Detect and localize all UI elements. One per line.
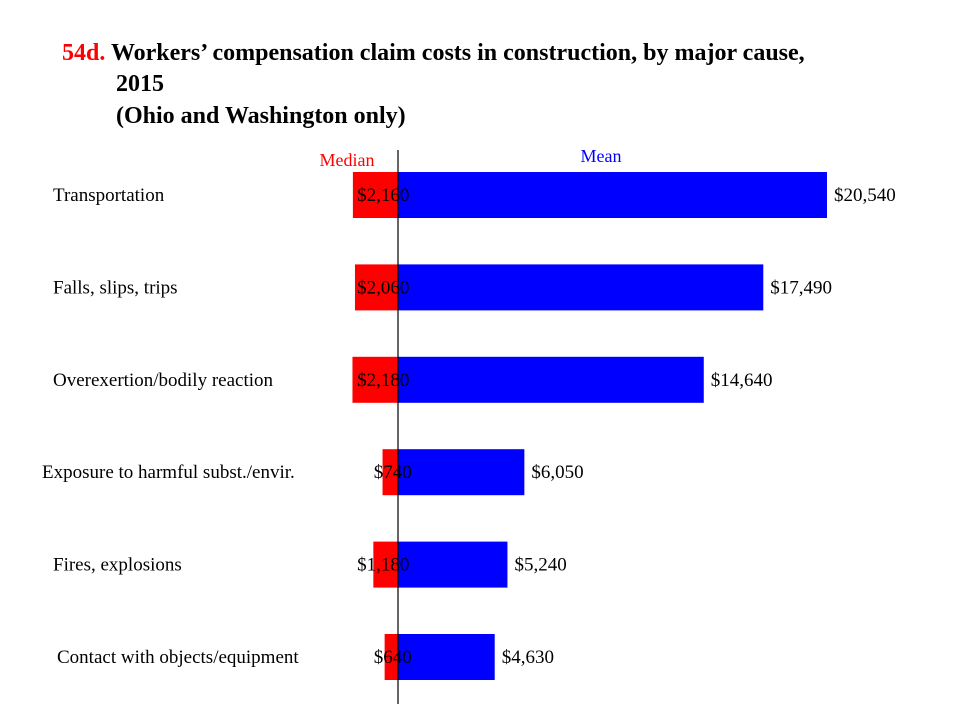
mean-value-label-6: $4,630 — [502, 647, 554, 668]
mean-value-label-4: $6,050 — [531, 462, 583, 483]
legend-mean-label: Mean — [581, 146, 622, 166]
median-bar-6 — [384, 634, 398, 680]
category-label-1: Transportation — [53, 185, 165, 206]
chart-title-line1: Workers’ compensation claim costs in con… — [111, 40, 805, 66]
median-bar-2 — [354, 264, 398, 311]
median-bar-3 — [352, 356, 398, 403]
category-label-6: Contact with objects/equipment — [57, 647, 299, 668]
mean-bar-3 — [398, 356, 704, 403]
median-value-label-5: $1,180 — [357, 555, 409, 576]
chart-title-line2: 2015 — [116, 71, 164, 97]
category-label-2: Falls, slips, trips — [53, 277, 178, 298]
category-label-3: Overexertion/bodily reaction — [53, 370, 274, 391]
median-value-label-6: $640 — [374, 647, 412, 668]
mean-value-label-5: $5,240 — [514, 555, 566, 576]
mean-bar-1 — [398, 172, 827, 218]
mean-bar-4 — [398, 449, 525, 496]
median-bar-5 — [373, 541, 398, 588]
median-bar-4 — [382, 449, 398, 496]
chart-title-prefix: 54d. — [62, 40, 105, 66]
legend-median-label: Median — [320, 150, 375, 170]
mean-bar-2 — [398, 264, 764, 311]
mean-value-label-2: $17,490 — [770, 277, 832, 298]
mean-value-label-1: $20,540 — [834, 185, 896, 206]
mean-bar-5 — [398, 541, 508, 588]
median-bar-1 — [352, 172, 398, 218]
chart-title: 54d. Workers’ compensation claim costs i… — [62, 40, 805, 66]
mean-value-label-3: $14,640 — [711, 370, 773, 391]
median-value-label-1: $2,160 — [357, 185, 409, 206]
median-value-label-2: $2,060 — [357, 277, 409, 298]
mean-bar-6 — [398, 634, 495, 680]
category-label-5: Fires, explosions — [53, 555, 182, 576]
category-label-4: Exposure to harmful subst./envir. — [42, 462, 295, 483]
median-value-label-4: $740 — [374, 462, 412, 483]
median-value-label-3: $2,180 — [357, 370, 409, 391]
bars-layer: Transportation $2,160 $20,540 Falls, slips,… — [42, 172, 896, 680]
chart-subtitle: (Ohio and Washington only) — [116, 103, 406, 129]
